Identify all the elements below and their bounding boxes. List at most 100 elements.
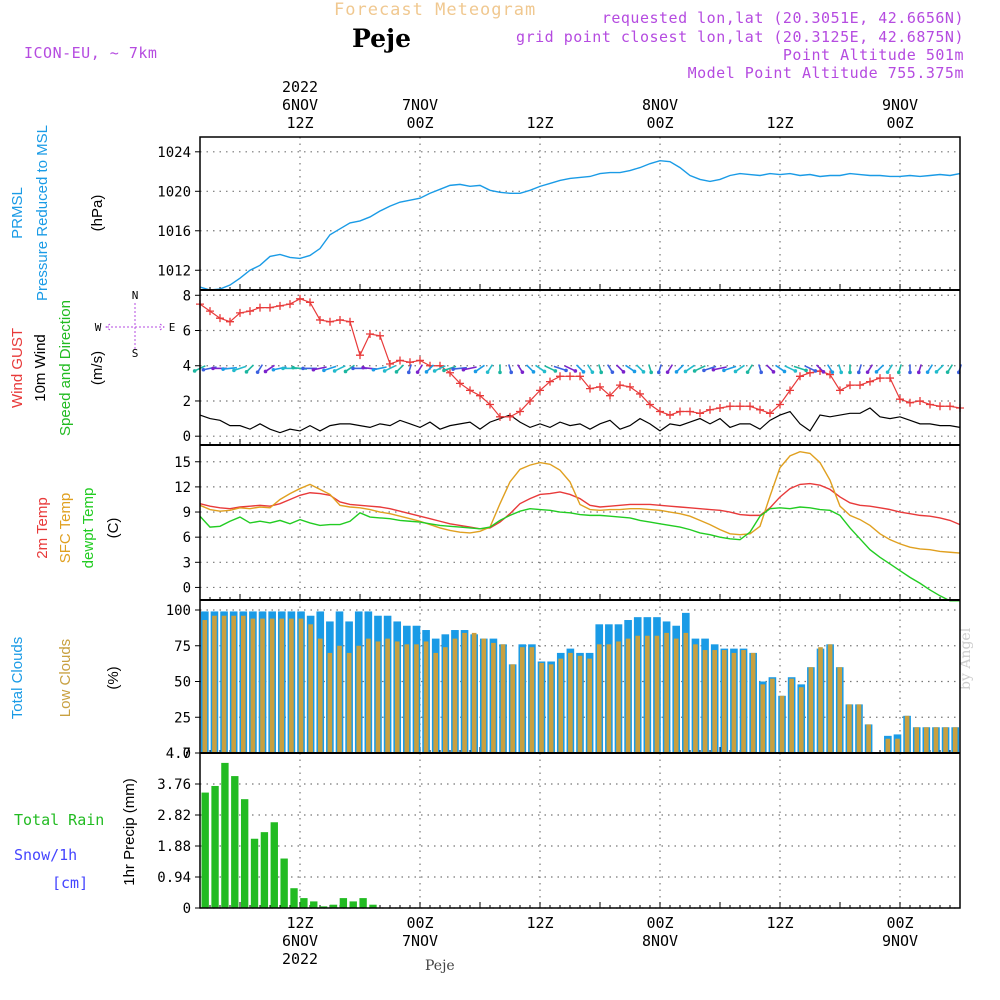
wind-gust-point [696, 409, 704, 418]
low-clouds-bar [587, 658, 592, 753]
temperature-unit: (C) [105, 518, 122, 539]
wind-gust-point [646, 400, 654, 409]
wind-gust-point [686, 407, 694, 416]
wind-direction-arrow [345, 364, 355, 373]
low-clouds-bar [423, 641, 429, 753]
bottom-time-label: 2022 [282, 950, 318, 968]
low-clouds-bar [298, 618, 304, 753]
wind-direction-arrow [463, 366, 477, 371]
low-clouds-bar [664, 632, 669, 753]
wind-gust-point [586, 384, 594, 393]
temperature-dewpt-series-line [199, 506, 960, 602]
top-time-label: 00Z [886, 114, 913, 132]
rain-bar [270, 822, 278, 908]
wind-direction-arrowhead [656, 370, 661, 375]
wind-direction-arrowhead [432, 369, 437, 373]
clouds-ytick-label: 0 [183, 746, 191, 762]
pressure-series-line [199, 159, 961, 291]
wind-direction-arrow [694, 365, 706, 372]
top-time-label: 7NOV [402, 96, 438, 114]
low-clouds-bar [837, 667, 843, 753]
wind-direction-arrowhead [291, 365, 295, 370]
wind-gust-point [256, 303, 264, 312]
wind-gust-point [566, 372, 574, 381]
clouds-ytick-label: 50 [174, 675, 191, 691]
wind-gust-point [516, 407, 524, 416]
temperature-ylabel-sfc: SFC Temp [57, 493, 74, 564]
low-clouds-bar [673, 638, 679, 753]
wind-direction-arrow [735, 364, 745, 373]
wind-direction-arrowhead [371, 367, 376, 372]
rain-bar [260, 832, 269, 908]
low-clouds-bar [895, 738, 900, 753]
wind-direction-arrowhead [649, 370, 654, 375]
compass-cross [105, 303, 165, 350]
pressure-ylabel-1: PRMSL [9, 187, 26, 239]
pressure-ytick-label: 1012 [157, 263, 191, 279]
precip-ytick-label: 1.88 [157, 839, 191, 855]
wind-gust-point [406, 358, 414, 367]
model-altitude: Model Point Altitude 755.375m [687, 64, 964, 82]
temperature-ylabel-2m: 2m Temp [34, 497, 51, 558]
wind-gust-point [716, 404, 724, 413]
temperature-ytick-label: 15 [174, 455, 191, 471]
wind-direction-arrowhead [442, 368, 446, 373]
precip-ytick-label: 0.94 [157, 870, 191, 886]
low-clouds-bar [289, 618, 294, 753]
wind-direction-arrowhead [711, 367, 716, 372]
precip-ylabel: 1hr Precip (mm) [121, 778, 138, 886]
wind-direction-arrowhead [925, 370, 930, 374]
wind-gust-point [666, 411, 674, 420]
wind-direction-arrowhead [221, 367, 225, 371]
wind-gust-point [306, 298, 314, 307]
wind-gust-point [546, 377, 554, 386]
wind-ytick-label: 0 [183, 429, 191, 445]
bottom-time-label: 7NOV [402, 932, 438, 950]
wind-direction-arrowhead [610, 370, 615, 374]
low-clouds-bar [366, 638, 371, 753]
wind-gust-point [246, 307, 254, 316]
wind-gust-point [796, 372, 804, 381]
low-clouds-bar [317, 638, 323, 753]
wind-gust-point [536, 386, 544, 395]
low-clouds-bar [443, 647, 448, 753]
wind-gust-point [496, 412, 504, 421]
low-clouds-bar [394, 641, 400, 753]
wind-direction-arrowhead [424, 370, 429, 374]
low-clouds-bar [260, 618, 265, 753]
wind-gust-point [286, 300, 294, 309]
wind-gust-point [806, 368, 814, 377]
wind-direction-arrow [544, 365, 556, 372]
low-clouds-bar [327, 652, 333, 753]
low-clouds-bar [240, 615, 246, 753]
wind-direction-arrow [443, 365, 457, 372]
low-clouds-bar [741, 650, 746, 753]
wind-direction-arrow [384, 365, 396, 372]
bottom-time-label: 00Z [406, 914, 433, 932]
wind-direction-arrowhead [771, 370, 776, 374]
wind-direction-arrowhead [885, 370, 890, 374]
requested-coords: requested lon,lat (20.3051E, 42.6656N) [601, 9, 964, 27]
rain-bar [349, 901, 357, 908]
low-clouds-bar [202, 620, 208, 753]
wind-direction-arrowhead [192, 369, 197, 373]
wind-direction-arrowhead [281, 366, 285, 371]
wind-ytick-label: 6 [183, 324, 191, 340]
wind-gust-point [756, 405, 764, 414]
wind-direction-arrow [334, 365, 346, 372]
wind-gust-point [316, 315, 324, 324]
wind-gust-point [296, 294, 304, 303]
low-clouds-bar [885, 738, 891, 753]
low-clouds-bar [693, 644, 698, 753]
wind-direction-arrow [564, 365, 576, 372]
clouds-ylabel-total: Total Clouds [9, 637, 26, 720]
wind-direction-arrowhead [531, 370, 536, 374]
wind-gust-point [276, 301, 284, 310]
wind-direction-arrowhead [520, 370, 525, 374]
wind-gust-point [776, 400, 784, 409]
low-clouds-bar [481, 638, 487, 753]
wind-direction-arrowhead [665, 370, 670, 374]
wind-direction-arrowhead [343, 369, 348, 374]
wind-gust-point [556, 372, 564, 381]
temperature-ytick-label: 3 [183, 555, 191, 571]
